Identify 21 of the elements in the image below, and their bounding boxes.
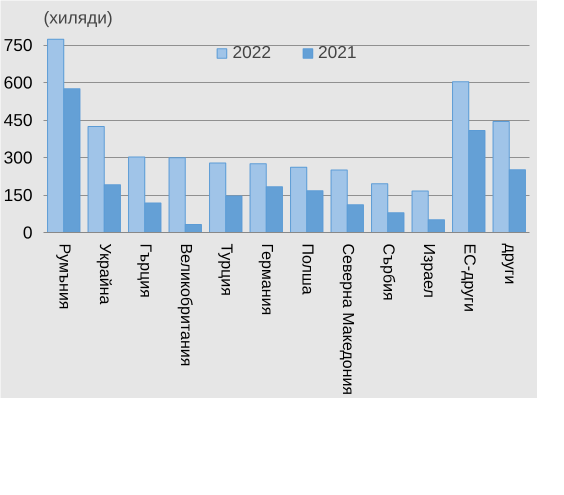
legend-label: 2021 xyxy=(318,42,357,63)
x-tick-label: Израел xyxy=(420,244,437,298)
x-tick-label: Германия xyxy=(258,244,275,316)
y-tick-label: 0 xyxy=(22,222,33,242)
y-axis-title: (хиляди) xyxy=(44,8,113,28)
y-tick-label: 150 xyxy=(4,185,33,205)
x-tick-label: Полша xyxy=(298,244,316,295)
y-tick-label: 750 xyxy=(4,35,33,55)
x-tick-label: други xyxy=(500,244,518,284)
y-tick-label: 450 xyxy=(4,110,33,130)
x-tick-label: Румъния xyxy=(55,244,72,310)
x-tick-label: Гърция xyxy=(136,244,154,298)
x-tick-label: Турция xyxy=(217,244,234,296)
y-tick-label: 600 xyxy=(4,72,33,92)
legend-label: 2022 xyxy=(232,42,271,63)
x-tick-label: Сърбия xyxy=(379,244,396,301)
x-tick-label: Украйна xyxy=(96,244,113,305)
x-tick-label: Северна Македония xyxy=(338,244,356,396)
y-tick-label: 300 xyxy=(4,148,33,168)
x-tick-label: ЕС-други xyxy=(460,244,478,312)
x-tick-label: Великобритания xyxy=(176,244,194,366)
